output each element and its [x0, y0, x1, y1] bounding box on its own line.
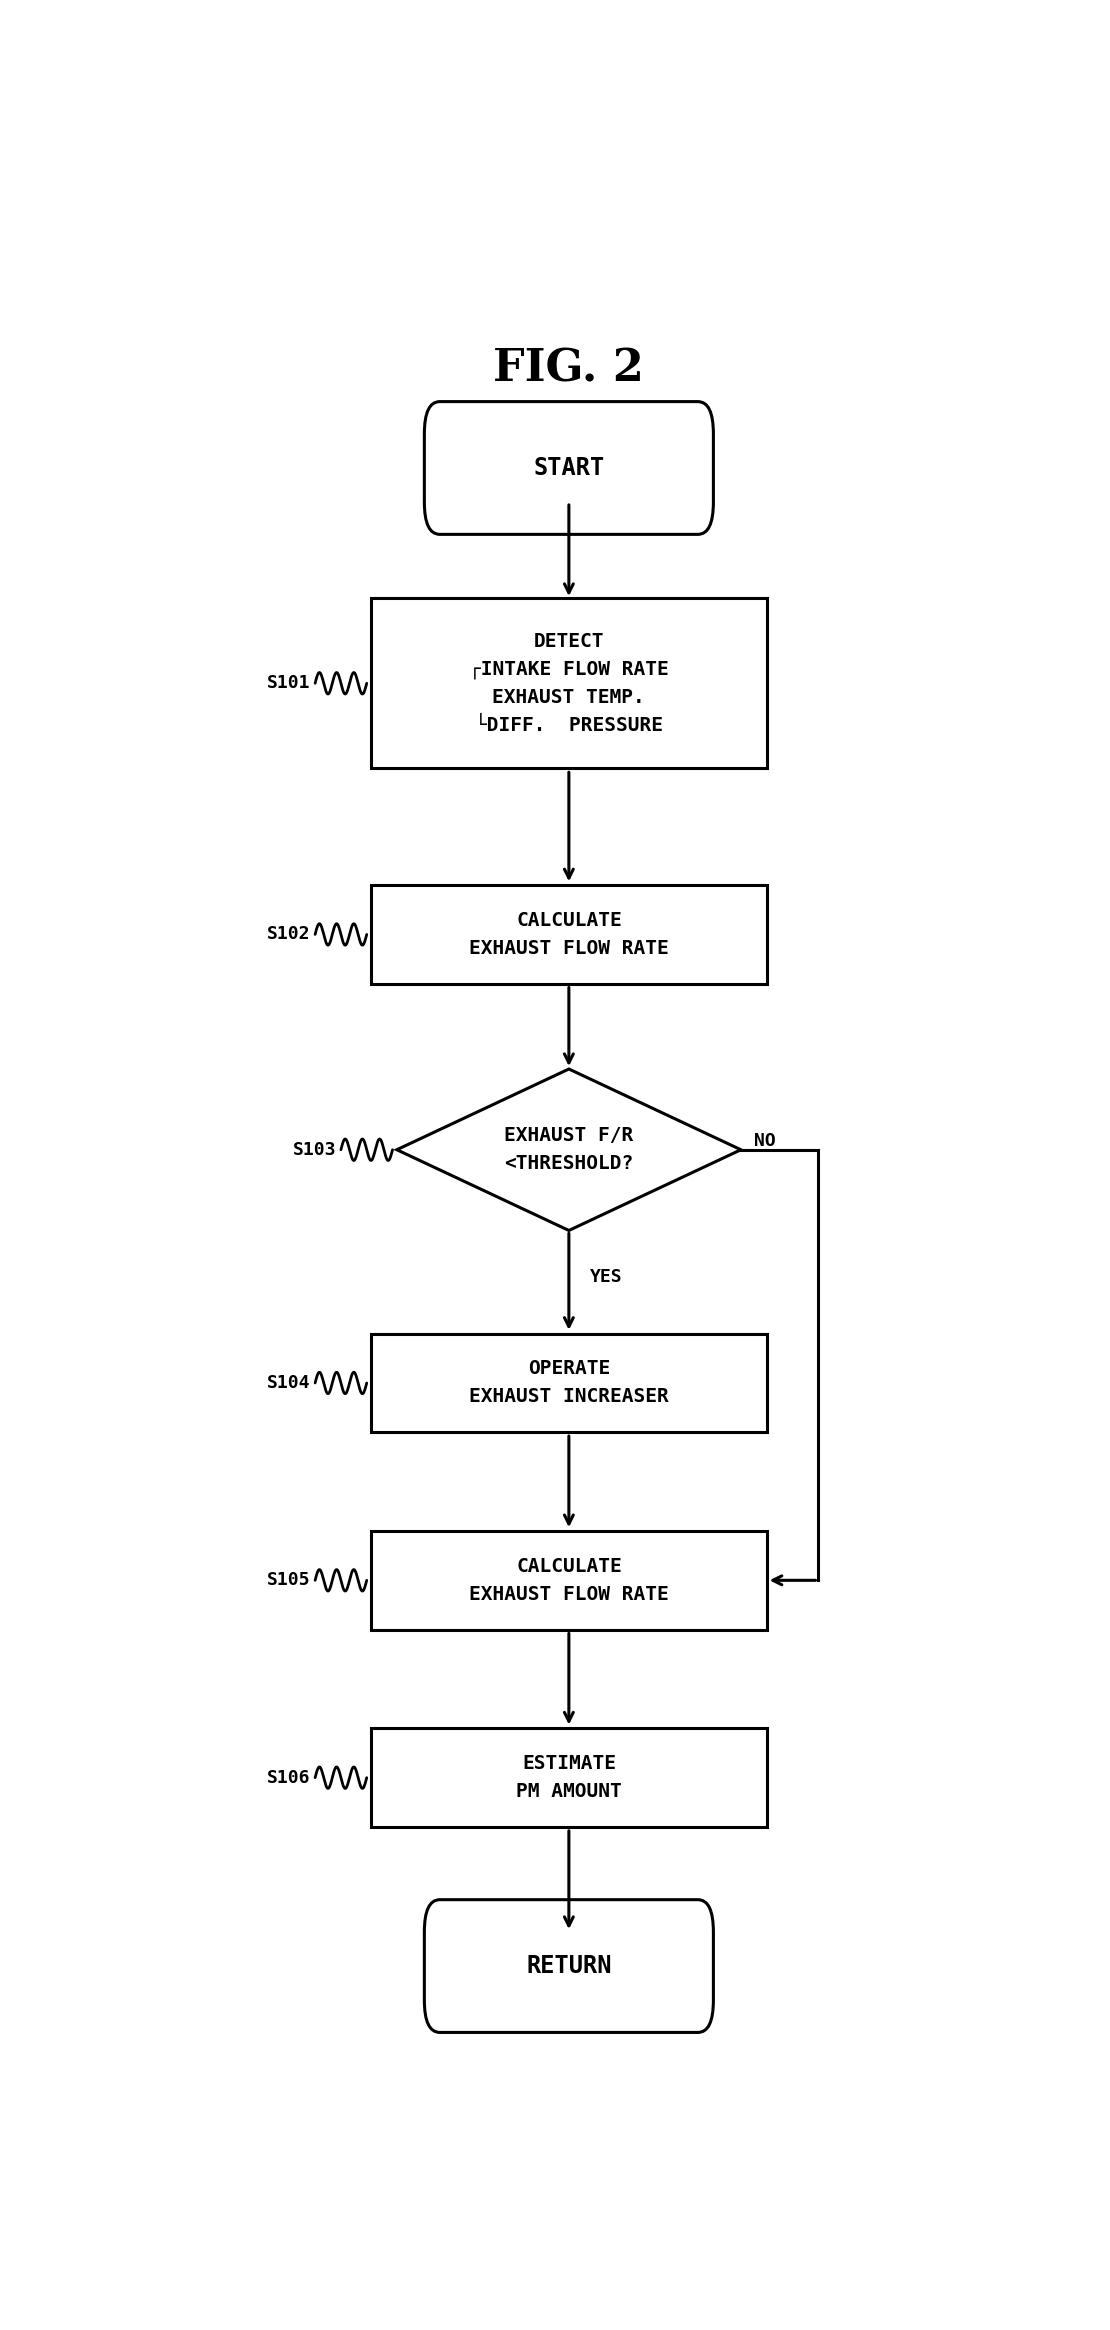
- Bar: [371, 1333, 767, 1433]
- Bar: [371, 1729, 767, 1827]
- Text: CALCULATE
EXHAUST FLOW RATE: CALCULATE EXHAUST FLOW RATE: [470, 911, 668, 958]
- Text: FIG. 2: FIG. 2: [494, 347, 644, 391]
- Text: EXHAUST F/R
<THRESHOLD?: EXHAUST F/R <THRESHOLD?: [504, 1125, 634, 1174]
- Text: RETURN: RETURN: [526, 1955, 612, 1978]
- Text: CALCULATE
EXHAUST FLOW RATE: CALCULATE EXHAUST FLOW RATE: [470, 1556, 668, 1603]
- Polygon shape: [397, 1069, 741, 1230]
- Text: S105: S105: [268, 1570, 311, 1589]
- Text: OPERATE
EXHAUST INCREASER: OPERATE EXHAUST INCREASER: [470, 1358, 668, 1407]
- Text: S106: S106: [268, 1768, 311, 1787]
- Text: S102: S102: [268, 925, 311, 944]
- Bar: [371, 1531, 767, 1629]
- FancyBboxPatch shape: [424, 1899, 714, 2032]
- FancyBboxPatch shape: [424, 401, 714, 534]
- Bar: [371, 599, 767, 769]
- Text: NO: NO: [754, 1132, 776, 1149]
- Bar: [371, 885, 767, 983]
- Text: YES: YES: [591, 1268, 623, 1286]
- Text: S101: S101: [268, 673, 311, 692]
- Text: S104: S104: [268, 1375, 311, 1391]
- Text: ESTIMATE
PM AMOUNT: ESTIMATE PM AMOUNT: [516, 1754, 622, 1801]
- Text: DETECT
┌INTAKE FLOW RATE
EXHAUST TEMP.
└DIFF.  PRESSURE: DETECT ┌INTAKE FLOW RATE EXHAUST TEMP. └…: [470, 631, 668, 734]
- Text: S103: S103: [293, 1142, 336, 1158]
- Text: START: START: [533, 457, 605, 480]
